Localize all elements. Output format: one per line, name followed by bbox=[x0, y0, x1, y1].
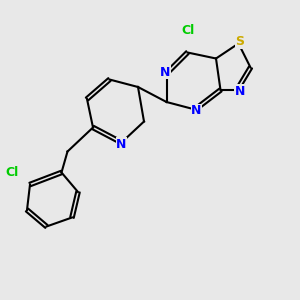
Text: Cl: Cl bbox=[5, 166, 19, 179]
Text: N: N bbox=[116, 137, 127, 151]
Text: N: N bbox=[235, 85, 245, 98]
Text: N: N bbox=[191, 104, 202, 118]
Text: Cl: Cl bbox=[181, 23, 194, 37]
Text: S: S bbox=[236, 35, 244, 49]
Text: N: N bbox=[160, 65, 170, 79]
